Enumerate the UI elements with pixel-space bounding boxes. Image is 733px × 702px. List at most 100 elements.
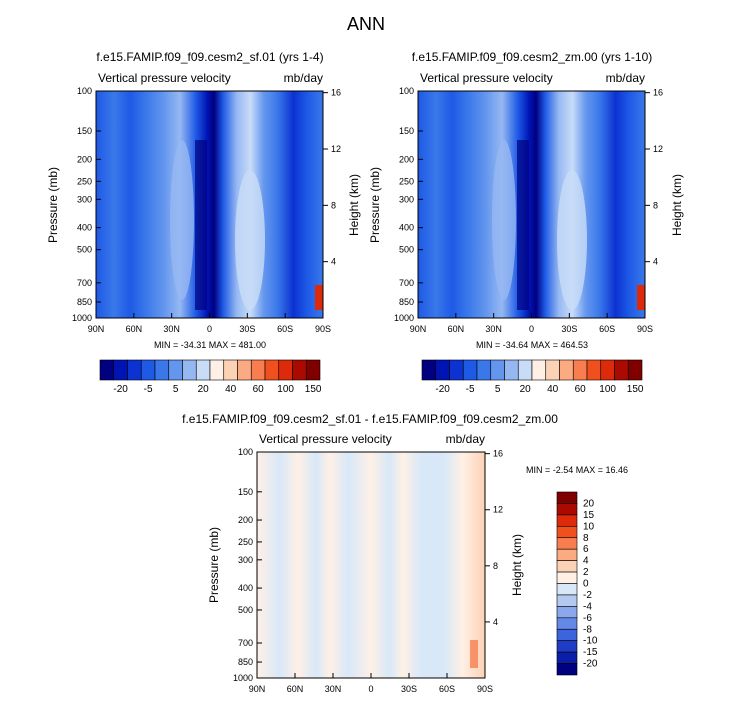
x-tick-label: 30S [239,324,255,334]
colorbar-swatch [556,640,578,653]
colorbar-label: -5 [466,384,475,395]
y-tick-label: 700 [399,278,414,288]
colorbar-swatch [556,628,578,641]
y-right-tick-label: 12 [653,144,663,154]
y-tick-label: 150 [238,487,253,497]
colorbar-swatch [127,359,142,381]
panel-1-feature-dark-core [195,140,207,310]
panel-3-units: mb/day [446,432,485,446]
panel-2-feature-light-sh [557,170,587,310]
colorbar-swatch [490,359,505,381]
colorbar-swatch [556,503,578,516]
panel-2-ylabel: Pressure (mb) [368,167,382,243]
panel-3: f.e15.FAMIP.f09_f09.cesm2_sf.01 - f.e15.… [182,412,628,694]
y-right-tick-label: 8 [493,561,498,571]
x-tick-label: 0 [368,684,373,694]
colorbar-swatch [264,359,280,381]
x-tick-label: 30N [163,324,180,334]
colorbar-swatch [545,359,560,381]
panel-1-field [96,91,323,318]
y-tick-label: 100 [399,86,414,96]
colorbar-label: -8 [583,624,592,635]
colorbar-label: 20 [520,384,532,395]
y-tick-label: 1000 [394,313,414,323]
colorbar-label: -20 [113,384,128,395]
colorbar-swatch [278,359,293,381]
x-tick-label: 60N [448,324,465,334]
colorbar-label: 0 [583,579,589,590]
colorbar-swatch [305,359,321,381]
colorbar-label: 20 [198,384,210,395]
colorbar-swatch [223,359,238,381]
figure-title: ANN [347,14,385,34]
colorbar-swatch [182,359,197,381]
y-tick-label: 1000 [233,673,253,683]
y-tick-label: 850 [238,657,253,667]
panel-1-ylabel: Pressure (mb) [46,167,60,243]
y-tick-label: 500 [399,245,414,255]
x-tick-label: 30N [325,684,342,694]
y-tick-label: 500 [238,605,253,615]
x-tick-label: 30S [561,324,577,334]
y-right-tick-label: 4 [493,617,498,627]
y-tick-label: 200 [77,154,92,164]
colorbar-swatch [517,359,533,381]
colorbar-swatch [99,359,115,381]
y-tick-label: 200 [238,515,253,525]
panel-2-feature-dark-core [517,140,529,310]
colorbar-label: 2 [583,567,589,578]
panel-2-units: mb/day [606,71,645,85]
colorbar-swatch [556,514,578,527]
colorbar-swatch [113,359,128,381]
panel-1-title: f.e15.FAMIP.f09_f09.cesm2_sf.01 (yrs 1-4… [96,50,323,64]
colorbar-swatch [556,526,578,539]
colorbar-label: -4 [583,601,592,612]
panel-1: f.e15.FAMIP.f09_f09.cesm2_sf.01 (yrs 1-4… [46,50,361,395]
colorbar-label: 5 [495,384,501,395]
y-tick-label: 400 [238,583,253,593]
panel-1-feature-light-nh [170,140,194,300]
colorbar-label: -20 [435,384,450,395]
colorbar-label: 40 [547,384,559,395]
panel-2-stats: MIN = -34.64 MAX = 464.53 [476,340,588,350]
y-tick-label: 1000 [72,313,92,323]
x-tick-label: 30S [401,684,417,694]
colorbar-label: -20 [583,659,598,670]
y-right-tick-label: 8 [653,200,658,210]
colorbar-label: 60 [575,384,587,395]
y-tick-label: 700 [238,638,253,648]
colorbar-swatch [504,359,519,381]
y-tick-label: 400 [399,223,414,233]
panel-2-title: f.e15.FAMIP.f09_f09.cesm2_zm.00 (yrs 1-1… [412,50,653,64]
y-tick-label: 250 [399,176,414,186]
colorbar-swatch [556,548,578,561]
x-tick-label: 90S [637,324,653,334]
colorbar-label: 150 [305,384,322,395]
colorbar-swatch [556,594,578,607]
panel-1-variable: Vertical pressure velocity [98,71,231,85]
x-tick-label: 30N [485,324,502,334]
y-right-tick-label: 12 [493,505,503,515]
y-right-tick-label: 16 [653,88,663,98]
x-tick-label: 90N [88,324,105,334]
colorbar-swatch [168,359,183,381]
colorbar-swatch [556,606,578,619]
colorbar-label: 100 [599,384,616,395]
colorbar-swatch [627,359,643,381]
y-right-tick-label: 12 [331,144,341,154]
x-tick-label: 60N [287,684,304,694]
panel-2-ticks: 90N 60N 30N 0 30S 60S 90S 100 150 200 250 300 400 500… [394,86,663,334]
y-tick-label: 850 [399,297,414,307]
colorbar-swatch [449,359,464,381]
panel-2-field [418,91,645,318]
y-tick-label: 850 [77,297,92,307]
colorbar-swatch [476,359,492,381]
y-right-tick-label: 4 [331,257,336,267]
x-tick-label: 90N [410,324,427,334]
colorbar-swatch [154,359,170,381]
panel-3-feature-red-spot [470,640,478,668]
y-tick-label: 150 [399,126,414,136]
y-tick-label: 150 [77,126,92,136]
y-tick-label: 100 [77,86,92,96]
